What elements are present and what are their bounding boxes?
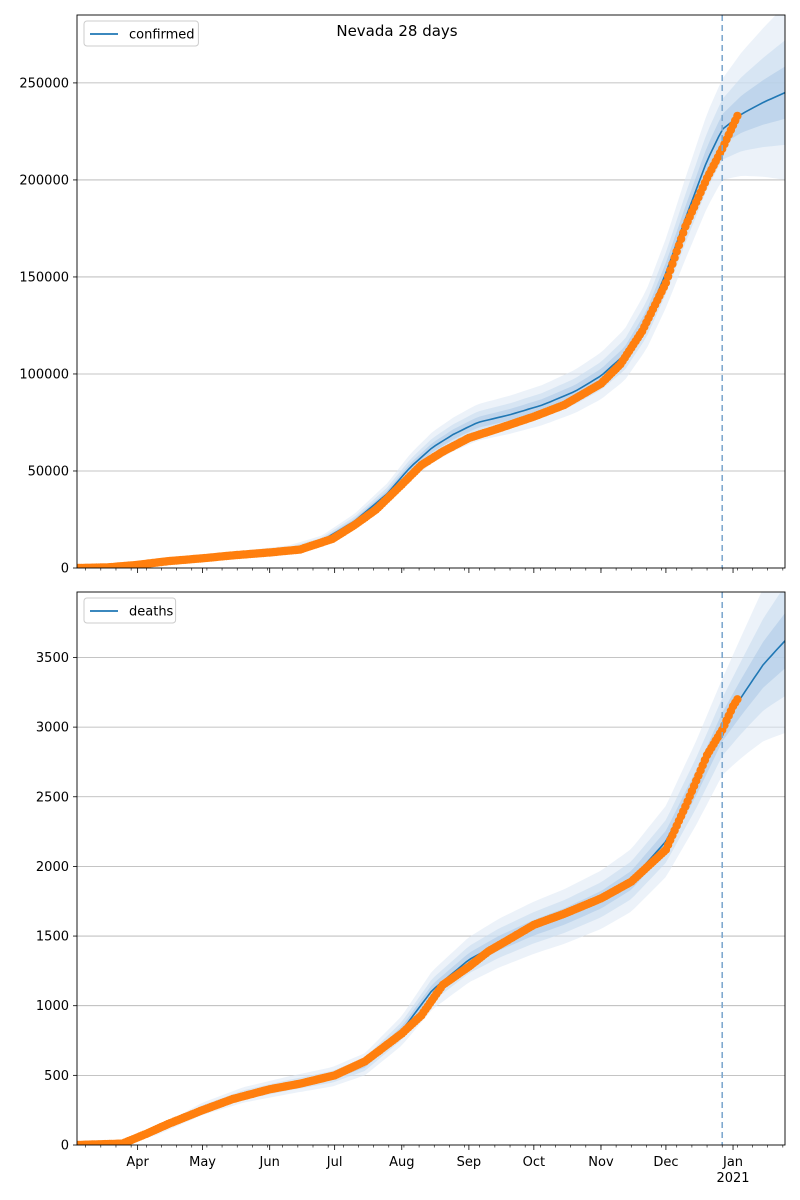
legend-box	[83, 20, 199, 47]
axes-frame	[76, 14, 786, 569]
uncertainty-band-outer	[77, 15, 785, 568]
deaths-panel: 0 500 1000 1500 2000 2500 3000 3500 Apr May Jun Jul…	[36, 591, 786, 1186]
axes-frame	[76, 591, 786, 1146]
observed-point	[733, 695, 742, 704]
legend-label: deaths	[129, 605, 174, 620]
legend: confirmed	[83, 20, 199, 47]
uncertainty-band-outer	[77, 592, 785, 1145]
uncertainty-band-inner	[77, 613, 785, 1145]
observed-point	[666, 266, 675, 275]
observed-point	[661, 278, 671, 287]
y-tick-label: 3500	[36, 651, 69, 666]
observed-point	[674, 241, 684, 250]
y-tick-label: 200000	[19, 173, 69, 188]
x-tick-label: Oct	[523, 1155, 545, 1170]
y-tick-label: 3000	[36, 721, 69, 736]
plot-area	[77, 592, 785, 1145]
plot-area	[77, 15, 785, 568]
y-tick-label: 1500	[36, 930, 69, 945]
y-tick-label: 500	[44, 1069, 69, 1084]
y-tick-label: 100000	[19, 367, 69, 382]
uncertainty-band-middle	[77, 40, 785, 568]
uncertainty-band-middle	[77, 592, 785, 1145]
legend: deaths	[83, 597, 177, 624]
x-tick-label: Aug	[389, 1155, 414, 1170]
observed-point	[733, 111, 742, 121]
y-tick-label: 0	[61, 1139, 69, 1154]
observed-point	[679, 228, 688, 237]
x-tick-label: Dec	[653, 1155, 678, 1170]
x-tick-label: Nov	[588, 1155, 614, 1170]
legend-box	[83, 597, 177, 624]
x-tick-label: Jun	[259, 1155, 280, 1170]
y-tick-label: 250000	[19, 76, 69, 91]
y-tick-label: 2500	[36, 790, 69, 805]
model-fit-line	[77, 640, 785, 1145]
observed-point	[670, 253, 679, 262]
x-year-label: 2021	[716, 1171, 749, 1186]
y-tick-label: 1000	[36, 999, 69, 1014]
uncertainty-band-inner	[77, 66, 785, 568]
model-fit-line	[77, 91, 785, 568]
y-tick-label: 0	[61, 562, 69, 577]
y-tick-label: 150000	[19, 270, 69, 285]
x-tick-label: Sep	[457, 1155, 482, 1170]
y-tick-label: 50000	[28, 464, 69, 479]
x-tick-label: May	[189, 1155, 216, 1170]
chart-title: Nevada 28 days	[336, 22, 457, 40]
x-tick-label: Apr	[126, 1155, 149, 1170]
x-tick-label: Jan	[722, 1155, 743, 1170]
y-tick-label: 2000	[36, 860, 69, 875]
x-tick-label: Jul	[326, 1155, 343, 1170]
confirmed-panel: 0 50000 100000 150000 200000 250000 confirmed	[19, 14, 786, 577]
legend-label: confirmed	[129, 28, 195, 43]
